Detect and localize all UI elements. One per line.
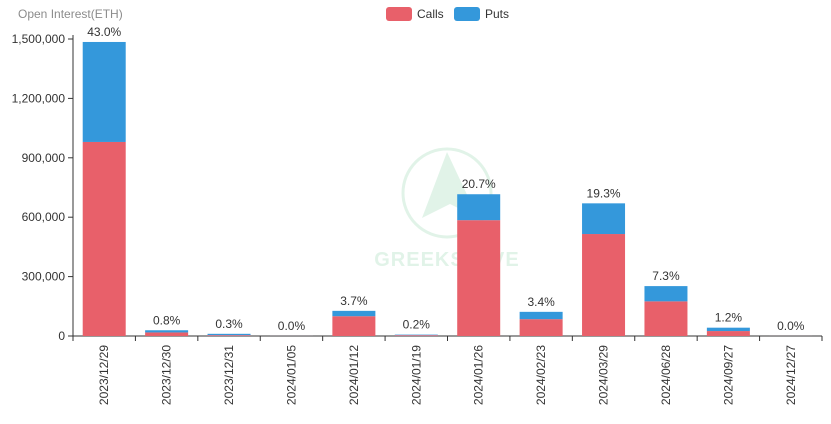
bar-puts[interactable]: [520, 312, 563, 319]
legend-label-puts[interactable]: Puts: [485, 7, 509, 21]
axes: 0 300,000 600,000 900,000 1,200,000 1,500,000…: [12, 32, 822, 405]
legend-swatch-calls[interactable]: [386, 7, 412, 21]
bar-calls[interactable]: [145, 332, 188, 336]
bar-puts[interactable]: [707, 328, 750, 331]
bar-percent-label: 43.0%: [87, 25, 121, 39]
bar-puts[interactable]: [145, 330, 188, 332]
bar-calls[interactable]: [582, 234, 625, 336]
x-tick-label: 2024/01/05: [284, 345, 298, 405]
x-tick-label: 2024/09/27: [721, 345, 735, 405]
bar-percent-label: 7.3%: [652, 269, 680, 283]
legend-swatch-puts[interactable]: [454, 7, 480, 21]
bar-calls[interactable]: [395, 335, 438, 336]
bar-puts[interactable]: [332, 311, 375, 316]
x-tick-label: 2024/03/29: [597, 345, 611, 405]
bar-percent-label: 0.2%: [403, 318, 431, 332]
y-axis-title: Open Interest(ETH): [18, 7, 123, 21]
bar-puts[interactable]: [83, 42, 126, 142]
bar-puts[interactable]: [457, 194, 500, 220]
legend: Calls Puts: [386, 7, 509, 21]
bar-percent-label: 0.8%: [153, 313, 181, 327]
bar-puts[interactable]: [395, 335, 438, 336]
x-tick-label: 2024/06/28: [659, 345, 673, 405]
bar-percent-label: 3.4%: [527, 295, 555, 309]
x-tick-label: 2024/12/27: [784, 345, 798, 405]
bar-percent-label: 0.0%: [278, 319, 306, 333]
bar-percent-label: 19.3%: [587, 186, 621, 200]
x-tick-label: 2024/01/19: [409, 345, 423, 405]
y-tick-label: 1,500,000: [12, 32, 66, 46]
bar-calls[interactable]: [520, 319, 563, 336]
bar-percent-label: 20.7%: [462, 177, 496, 191]
y-tick-label: 0: [58, 329, 65, 343]
bar-calls[interactable]: [83, 142, 126, 336]
bar-percent-label: 0.0%: [777, 319, 805, 333]
bar-calls[interactable]: [332, 316, 375, 336]
bar-calls[interactable]: [457, 220, 500, 336]
bar-percent-label: 1.2%: [715, 311, 743, 325]
x-tick-label: 2023/12/30: [160, 345, 174, 405]
bar-calls[interactable]: [208, 335, 251, 336]
y-tick-label: 600,000: [22, 210, 66, 224]
bar-percent-label: 0.3%: [215, 317, 243, 331]
x-tick-label: 2024/01/26: [472, 345, 486, 405]
bar-percent-label: 3.7%: [340, 294, 368, 308]
y-tick-label: 1,200,000: [12, 91, 66, 105]
x-tick-label: 2023/12/29: [97, 345, 111, 405]
x-tick-label: 2024/02/23: [534, 345, 548, 405]
y-tick-label: 900,000: [22, 151, 66, 165]
bar-puts[interactable]: [208, 334, 251, 335]
bar-calls[interactable]: [707, 331, 750, 336]
x-tick-label: 2023/12/31: [222, 345, 236, 405]
bar-puts[interactable]: [582, 203, 625, 234]
bar-calls[interactable]: [644, 301, 687, 336]
legend-label-calls[interactable]: Calls: [417, 7, 444, 21]
y-tick-label: 300,000: [22, 270, 66, 284]
bar-puts[interactable]: [644, 286, 687, 301]
x-tick-label: 2024/01/12: [347, 345, 361, 405]
